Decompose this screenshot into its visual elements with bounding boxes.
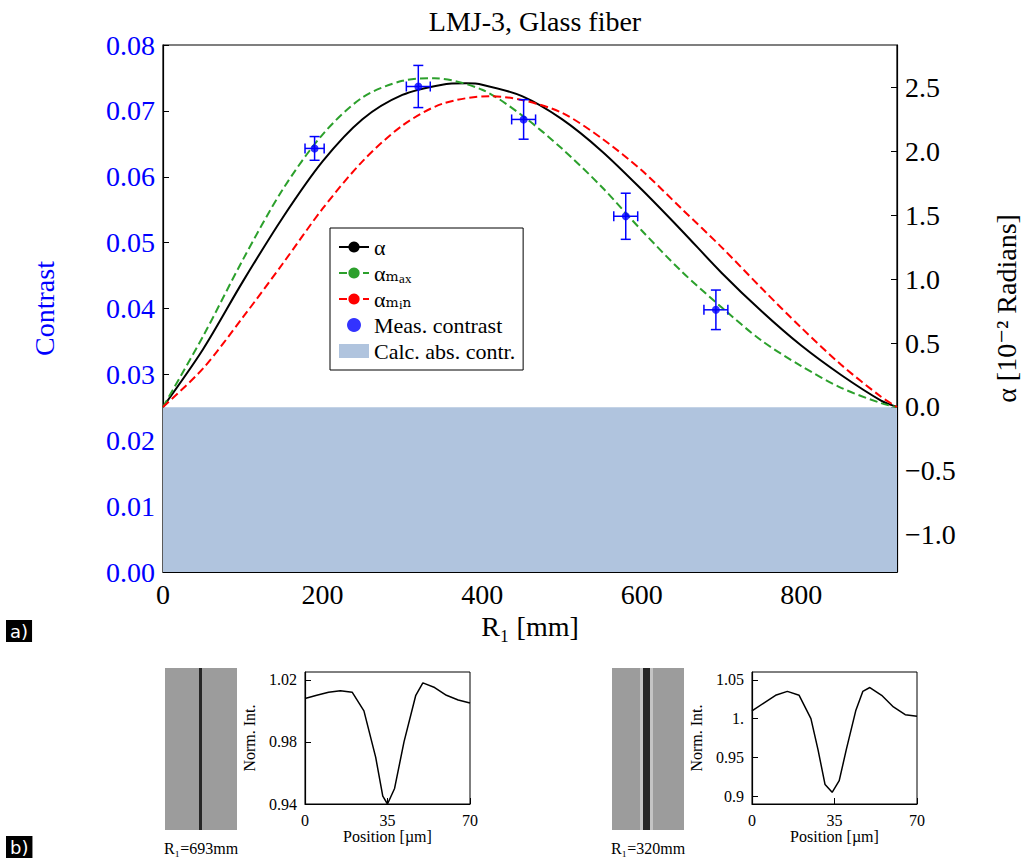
svg-text:0.95: 0.95 xyxy=(716,749,744,766)
svg-text:600: 600 xyxy=(621,579,663,610)
svg-text:1.02: 1.02 xyxy=(269,671,297,688)
svg-text:0: 0 xyxy=(748,812,756,829)
svg-text:Contrast: Contrast xyxy=(29,261,60,356)
svg-text:α: α xyxy=(374,235,386,260)
svg-text:0: 0 xyxy=(156,579,170,610)
svg-text:0.06: 0.06 xyxy=(106,161,155,192)
svg-text:b): b) xyxy=(10,837,28,858)
svg-text:Meas. contrast: Meas. contrast xyxy=(374,313,502,338)
svg-text:−1.0: −1.0 xyxy=(905,519,956,550)
svg-text:Norm. Int.: Norm. Int. xyxy=(241,704,258,771)
svg-text:0.0: 0.0 xyxy=(905,391,940,422)
svg-text:0: 0 xyxy=(301,812,309,829)
svg-text:Norm. Int.: Norm. Int. xyxy=(688,704,705,771)
svg-text:αₘₐₓ: αₘₐₓ xyxy=(374,261,412,286)
svg-text:1.05: 1.05 xyxy=(716,671,744,688)
svg-text:1.: 1. xyxy=(732,710,744,727)
svg-text:2.0: 2.0 xyxy=(905,136,940,167)
svg-text:0.94: 0.94 xyxy=(269,796,297,813)
svg-text:α [10⁻² Radians]: α [10⁻² Radians] xyxy=(991,214,1022,403)
svg-text:200: 200 xyxy=(302,579,344,610)
svg-text:a): a) xyxy=(10,621,28,642)
svg-text:0.98: 0.98 xyxy=(269,733,297,750)
svg-text:Position [µm]: Position [µm] xyxy=(790,828,879,846)
svg-text:0.03: 0.03 xyxy=(106,359,155,390)
svg-text:R₁ [mm]: R₁ [mm] xyxy=(481,611,579,642)
svg-text:70: 70 xyxy=(909,812,925,829)
svg-text:1.0: 1.0 xyxy=(905,264,940,295)
svg-text:0.05: 0.05 xyxy=(106,227,155,258)
svg-text:R₁=320mm: R₁=320mm xyxy=(611,840,686,857)
svg-text:35: 35 xyxy=(827,812,843,829)
svg-text:R₁=693mm: R₁=693mm xyxy=(164,840,239,857)
svg-text:LMJ-3, Glass fiber: LMJ-3, Glass fiber xyxy=(429,6,642,37)
svg-text:0.07: 0.07 xyxy=(106,95,155,126)
svg-text:0.02: 0.02 xyxy=(106,425,155,456)
svg-text:400: 400 xyxy=(461,579,503,610)
svg-text:70: 70 xyxy=(462,812,478,829)
svg-text:0.04: 0.04 xyxy=(106,293,155,324)
svg-text:35: 35 xyxy=(380,812,396,829)
svg-text:αₘᵢₙ: αₘᵢₙ xyxy=(374,287,412,312)
svg-text:0.5: 0.5 xyxy=(905,328,940,359)
svg-text:2.5: 2.5 xyxy=(905,72,940,103)
svg-text:Calc. abs. contr.: Calc. abs. contr. xyxy=(374,339,515,364)
svg-text:0.9: 0.9 xyxy=(724,788,744,805)
svg-text:0.00: 0.00 xyxy=(106,557,155,588)
svg-text:Position [µm]: Position [µm] xyxy=(343,828,432,846)
svg-text:−0.5: −0.5 xyxy=(905,455,956,486)
svg-text:0.08: 0.08 xyxy=(106,30,155,61)
svg-text:1.5: 1.5 xyxy=(905,200,940,231)
svg-text:0.01: 0.01 xyxy=(106,491,155,522)
svg-text:800: 800 xyxy=(780,579,822,610)
